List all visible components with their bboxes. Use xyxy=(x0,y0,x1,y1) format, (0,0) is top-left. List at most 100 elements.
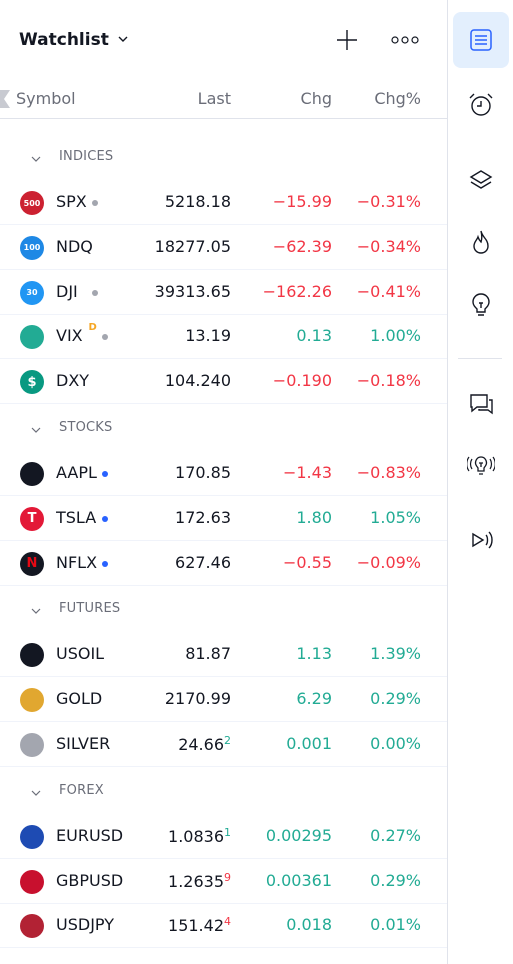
icon-label: T xyxy=(27,511,37,527)
symbol-name[interactable]: EURUSD xyxy=(56,825,124,845)
row-divider xyxy=(0,403,447,405)
row-divider xyxy=(0,766,447,767)
section-futures[interactable]: FUTURES xyxy=(0,589,447,633)
row-divider xyxy=(0,676,447,678)
table-row[interactable]: GBPUSD 1.26359 0.00361 0.29% xyxy=(0,860,447,904)
change-percent: 0.00% xyxy=(370,734,421,753)
change-percent: −0.09% xyxy=(356,552,421,572)
broadcast-button[interactable] xyxy=(453,512,509,568)
resize-handle-icon[interactable] xyxy=(0,90,10,108)
chevron-down-icon[interactable] xyxy=(30,424,42,436)
symbol-name[interactable]: DJI xyxy=(56,281,78,301)
change-value: −1.43 xyxy=(282,463,332,482)
last-price-fraction: 1 xyxy=(224,825,231,839)
table-row[interactable]: GOLD 2170.99 6.29 0.29% xyxy=(0,678,447,723)
table-row[interactable]: $ DXY 104.240 −0.190 −0.18% xyxy=(0,360,447,405)
chevron-down-icon[interactable] xyxy=(117,33,129,45)
symbol-name[interactable]: NDQ xyxy=(56,236,93,256)
row-divider xyxy=(0,584,447,586)
row-divider xyxy=(0,313,447,315)
streams-button[interactable] xyxy=(453,437,509,493)
change-value: 0.13 xyxy=(296,326,332,346)
table-row[interactable]: USDJPY 151.424 0.018 0.01% xyxy=(0,904,447,949)
ideas-button[interactable] xyxy=(453,276,509,332)
last-price-value: 1.0836 xyxy=(168,826,224,846)
last-price-value: 13.19 xyxy=(185,326,231,346)
vix-icon xyxy=(20,325,44,350)
symbol-name[interactable]: USDJPY xyxy=(56,915,114,935)
last-price: 1.26359 xyxy=(168,871,231,891)
column-chg[interactable]: Chg xyxy=(300,89,332,108)
more-options-icon[interactable] xyxy=(390,34,420,46)
table-row[interactable]: USOIL 81.87 1.13 1.39% xyxy=(0,633,447,678)
table-row[interactable]: SILVER 24.662 0.001 0.00% xyxy=(0,723,447,767)
watchlist-button[interactable] xyxy=(453,12,509,68)
alerts-button[interactable] xyxy=(453,77,509,133)
last-price-value: 81.87 xyxy=(185,644,231,664)
watchlist-header: Watchlist xyxy=(0,0,447,80)
panel-divider xyxy=(447,0,448,964)
chevron-down-icon[interactable] xyxy=(30,787,42,799)
symbol-name[interactable]: USOIL xyxy=(56,644,105,664)
row-divider xyxy=(0,857,447,859)
table-row[interactable]: N NFLX 627.46 −0.55 −0.09% xyxy=(0,542,447,586)
watchlist-title[interactable]: Watchlist xyxy=(19,30,109,50)
symbol-name[interactable]: AAPL xyxy=(56,463,97,482)
table-row[interactable]: 30 DJI 39313.65 −162.26 −0.41% xyxy=(0,271,447,315)
row-divider xyxy=(0,539,447,541)
change-percent: −0.34% xyxy=(356,236,421,256)
icon-label: 500 xyxy=(23,198,41,208)
table-row[interactable]: T TSLA 172.63 1.80 1.05% xyxy=(0,497,447,541)
watchlist-icon xyxy=(470,29,492,51)
section-name: STOCKS xyxy=(59,420,113,435)
last-price-fraction: 4 xyxy=(224,915,231,929)
symbol-name[interactable]: DXY xyxy=(56,371,90,391)
table-row[interactable]: EURUSD 1.08361 0.00295 0.27% xyxy=(0,815,447,859)
section-stocks[interactable]: STOCKS xyxy=(0,408,447,452)
symbol-name[interactable]: VIX xyxy=(56,326,83,346)
symbol-name[interactable]: SPX xyxy=(56,192,87,211)
chats-button[interactable] xyxy=(453,376,509,432)
last-price: 13.19 xyxy=(185,326,231,345)
add-symbol-button[interactable] xyxy=(336,29,358,51)
symbol-name[interactable]: GOLD xyxy=(56,689,103,709)
symbol-name[interactable]: TSLA xyxy=(56,507,97,527)
change-percent: 1.39% xyxy=(370,644,421,664)
column-last[interactable]: Last xyxy=(197,89,231,108)
change-value: −15.99 xyxy=(272,192,332,211)
section-forex[interactable]: FOREX xyxy=(0,771,447,815)
lightbulb-icon xyxy=(472,293,490,316)
market-status-dot xyxy=(102,515,108,522)
header-divider xyxy=(0,118,447,119)
column-chg-percent[interactable]: Chg% xyxy=(374,89,421,108)
market-status-dot xyxy=(91,200,98,206)
right-toolbar xyxy=(448,0,513,964)
last-price: 170.85 xyxy=(175,463,231,482)
last-price: 81.87 xyxy=(185,644,231,663)
change-percent: −0.18% xyxy=(356,371,421,391)
symbol-name[interactable]: NFLX xyxy=(56,552,98,572)
symbol-name[interactable]: SILVER xyxy=(56,734,111,753)
watchlist-panel: Watchlist Symbol Last Chg Chg% INDICES 50… xyxy=(0,0,447,949)
table-row[interactable]: 100 NDQ 18277.05 −62.39 −0.34% xyxy=(0,226,447,270)
table-row[interactable]: VIX D 13.19 0.13 1.00% xyxy=(0,315,447,360)
section-indices[interactable]: INDICES xyxy=(0,137,447,181)
last-price: 5218.18 xyxy=(165,192,231,211)
symbol-name[interactable]: GBPUSD xyxy=(56,870,124,890)
apple-icon xyxy=(20,462,44,486)
object-tree-button[interactable] xyxy=(453,152,509,208)
ideas-stream-icon xyxy=(467,456,495,475)
change-value: −62.39 xyxy=(272,236,332,256)
table-row[interactable]: 500 SPX 5218.18 −15.99 −0.31% xyxy=(0,181,447,225)
change-value: −162.26 xyxy=(262,281,332,301)
chevron-down-icon[interactable] xyxy=(30,153,42,165)
last-price-value: 2170.99 xyxy=(164,689,231,709)
section-name: FUTURES xyxy=(59,601,121,617)
hotlists-button[interactable] xyxy=(453,214,509,270)
column-symbol[interactable]: Symbol xyxy=(16,89,76,108)
ndq-100-icon: 100 xyxy=(20,235,44,260)
table-row[interactable]: AAPL 170.85 −1.43 −0.83% xyxy=(0,452,447,496)
row-divider xyxy=(0,268,447,270)
chevron-down-icon[interactable] xyxy=(30,605,42,617)
section-name: INDICES xyxy=(59,149,114,164)
